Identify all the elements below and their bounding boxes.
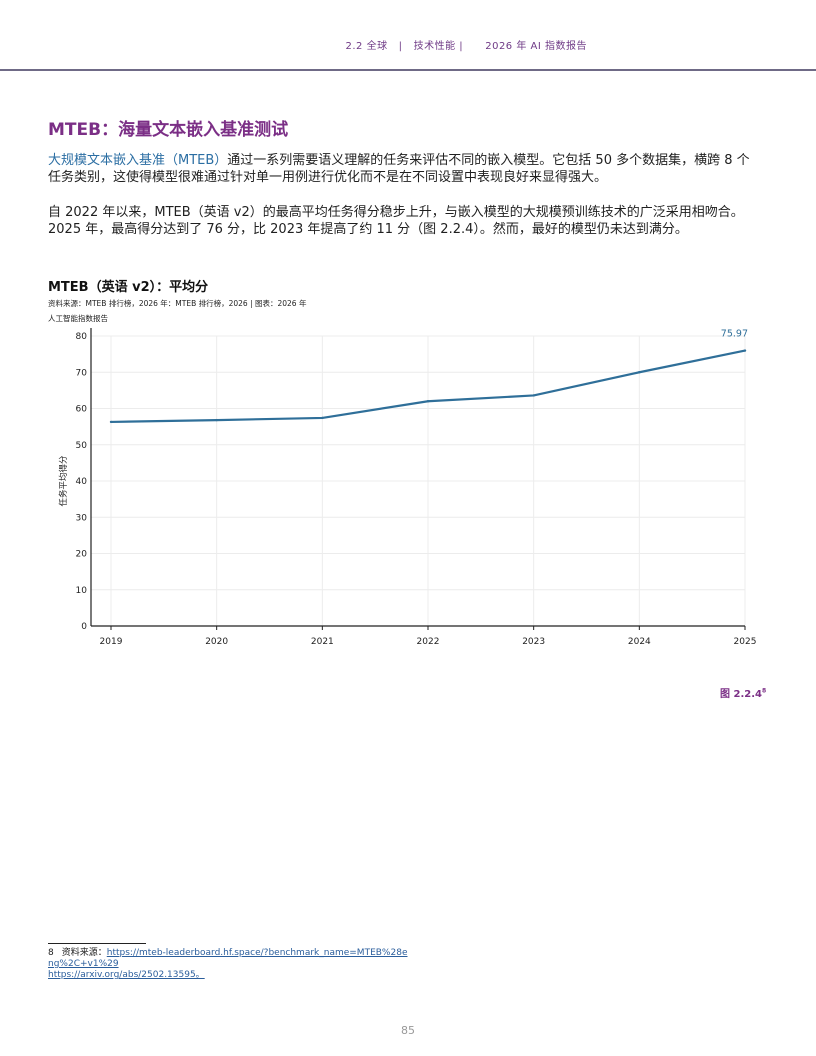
y-tick-label: 80 xyxy=(76,332,88,342)
y-tick-label: 40 xyxy=(76,477,88,487)
footnote-number: 8 xyxy=(48,948,54,958)
trend-paragraph: 自 2022 年以来，MTEB（英语 v2）的最高平均任务得分稳步上升，与嵌入模… xyxy=(48,205,744,237)
footnote-label: 资料来源： xyxy=(61,948,107,958)
line-chart: 0 10 20 30 40 50 60 70 80 2019 2020 2021 2022 2023 202… xyxy=(58,328,757,647)
y-tick-label: 0 xyxy=(81,622,87,632)
data-point xyxy=(532,394,535,397)
footnote-link-arxiv[interactable]: https://arxiv.org/abs/2502.13595。 xyxy=(48,970,205,980)
page-number: 85 xyxy=(401,1024,415,1037)
x-tick-label: 2020 xyxy=(205,637,228,647)
footnote-rule xyxy=(48,943,146,944)
page-header: 2.2 全球 | 技术性能 | 2026 年 AI 指数报告 xyxy=(0,0,816,71)
data-point xyxy=(638,371,641,374)
y-tick-label: 30 xyxy=(76,513,88,523)
data-point xyxy=(321,416,324,420)
y-tick-label: 50 xyxy=(76,441,88,451)
x-tick-label: 2023 xyxy=(522,637,545,647)
figure-label-text: 图 2.2.4 xyxy=(720,689,762,700)
x-tick-label: 2022 xyxy=(417,637,440,647)
footnote: 8 资料来源：https://mteb-leaderboard.hf.space/… xyxy=(48,948,408,981)
y-tick-label: 10 xyxy=(76,586,88,596)
data-point xyxy=(426,400,430,403)
header-separator: | xyxy=(398,41,403,52)
header-report: 2026 年 AI 指数报告 xyxy=(485,41,587,52)
figure-label: 图 2.2.48 xyxy=(720,685,766,700)
end-data-label: 75.97 xyxy=(721,329,748,340)
intro-text: 通过一系列需要语义理解的任务来评估不同的嵌入模型。它包括 50 多个数据集，横跨… xyxy=(48,153,750,185)
y-tick-label: 60 xyxy=(76,405,88,415)
chart-title: MTEB（英语 v2）：平均分 xyxy=(48,280,209,295)
header-section: 2.2 全球 xyxy=(345,41,388,52)
y-axis-label: 任务平均得分 xyxy=(58,455,69,507)
data-point xyxy=(109,420,113,424)
chart-source: 资料来源：MTEB 排行榜，2026 年：MTEB 排行榜，2026 | 图表：… xyxy=(48,299,307,323)
x-tick-label: 2019 xyxy=(100,637,123,647)
x-tick-label: 2024 xyxy=(628,637,651,647)
section-title: MTEB：海量文本嵌入基准测试 xyxy=(48,120,289,140)
x-tick-label: 2021 xyxy=(311,637,334,647)
y-tick-label: 70 xyxy=(76,368,88,378)
figure-footnote-mark: 8 xyxy=(761,687,767,695)
header-topic: 技术性能 | xyxy=(413,41,464,52)
mteb-link[interactable]: 大规模文本嵌入基准（MTEB） xyxy=(48,153,228,168)
footnote-link-leaderboard[interactable]: https://mteb-leaderboard.hf.space/?bench… xyxy=(48,948,408,969)
header-breadcrumb: 2.2 全球 | 技术性能 | 2026 年 AI 指数报告 xyxy=(346,37,587,52)
intro-paragraph: 大规模文本嵌入基准（MTEB）通过一系列需要语义理解的任务来评估不同的嵌入模型。… xyxy=(48,152,760,186)
y-tick-label: 20 xyxy=(76,550,88,560)
data-point xyxy=(743,349,747,352)
x-tick-label: 2025 xyxy=(734,637,757,647)
data-point xyxy=(215,418,218,422)
